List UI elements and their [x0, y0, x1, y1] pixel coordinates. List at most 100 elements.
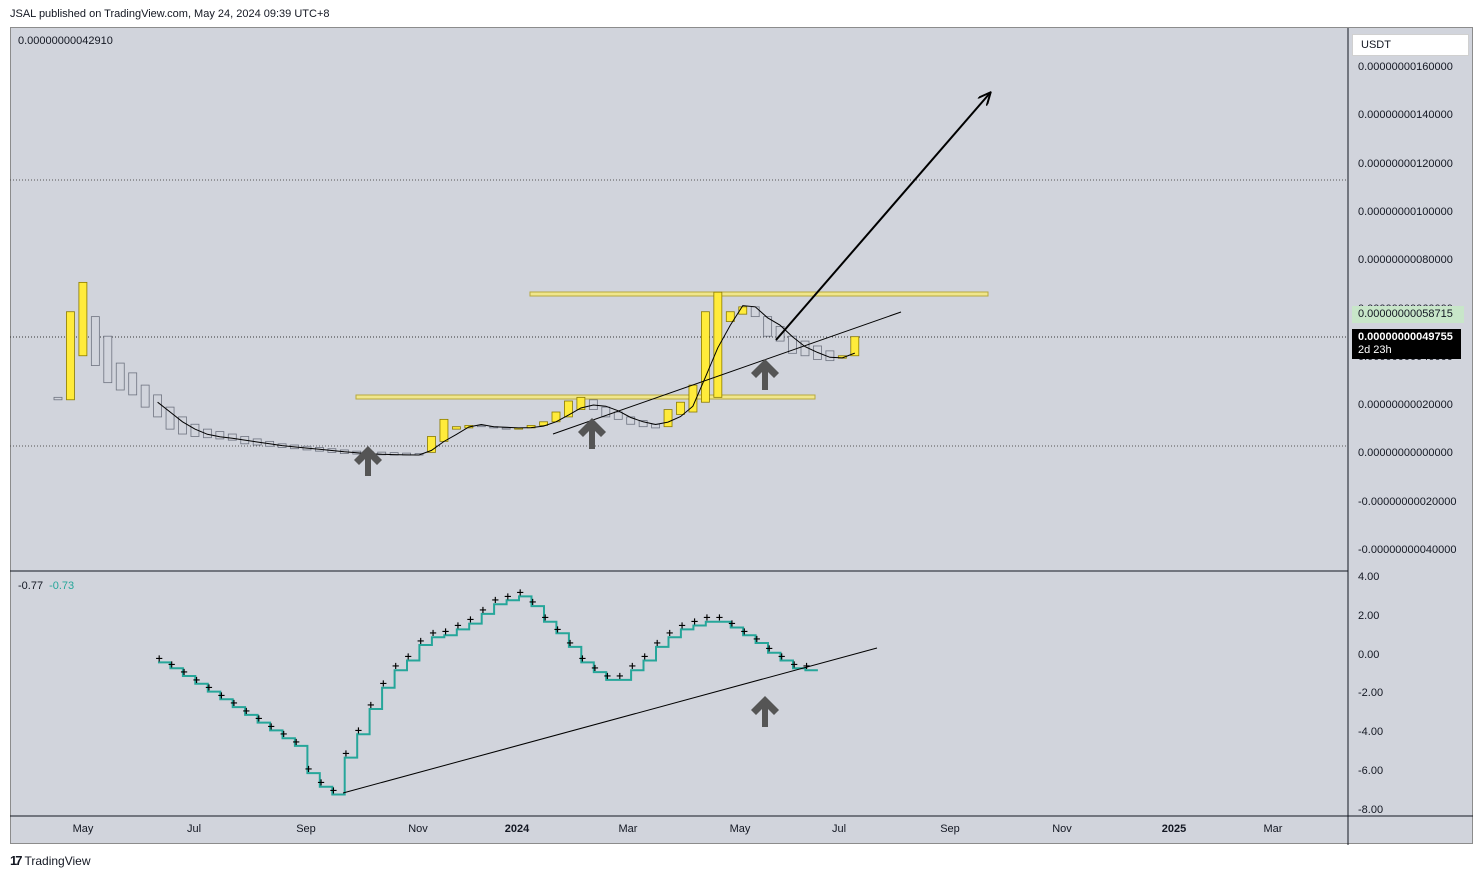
- candle: [78, 281, 88, 357]
- indicator-dot: +: [255, 714, 263, 725]
- indicator-dot: +: [192, 675, 200, 686]
- footer-brand-text: TradingView: [24, 853, 91, 868]
- chart-svg[interactable]: + + + + + + + + + + + + + + + + + + + + + + + + + + + + + + + + + + + + + + + +…: [10, 28, 1473, 845]
- candle: [501, 427, 511, 430]
- indicator-dot: +: [765, 644, 773, 655]
- indicator-dot: +: [217, 690, 225, 701]
- indicator-tick-label: -8.00: [1358, 803, 1384, 816]
- candle: [539, 421, 548, 426]
- arrow-up-icon: [354, 359, 779, 727]
- price-badge-current: 0.00000000049755 2d 23h: [1352, 329, 1461, 359]
- indicator-dot: +: [416, 636, 424, 647]
- time-tick-label: Nov: [408, 823, 428, 835]
- indicator-dot: +: [641, 651, 649, 662]
- indicator-dot: +: [267, 721, 275, 732]
- candle: [676, 401, 685, 415]
- time-tick-label: Nov: [1052, 823, 1072, 835]
- indicator-dot: +: [653, 638, 661, 649]
- indicator-dot: +: [454, 620, 462, 631]
- indicator-legend: -0.77 -0.73: [18, 580, 74, 592]
- candle: [626, 416, 636, 425]
- time-tick-label: Sep: [296, 823, 316, 835]
- indicator-dot: +: [404, 651, 412, 662]
- moving-average-line: [157, 305, 855, 456]
- indicator-dot: +: [441, 626, 449, 637]
- publish-info: JSAL published on TradingView.com, May 2…: [10, 8, 330, 20]
- price-pane-legend: 0.00000000042910: [18, 35, 113, 47]
- indicator-dot: +: [753, 634, 761, 645]
- indicator-dot: +: [504, 591, 512, 602]
- indicator-dot: +: [591, 663, 599, 674]
- candle: [601, 406, 611, 418]
- candle: [178, 416, 187, 435]
- candle: [90, 316, 100, 366]
- indicator-dot: +: [690, 617, 698, 628]
- indicator-dot: +: [180, 667, 188, 678]
- resistance-zone-lower: [355, 394, 816, 400]
- price-tick-label: 0.00000000140000: [1358, 109, 1453, 122]
- indicator-dot: +: [529, 597, 537, 608]
- tradingview-logo-icon: 17: [10, 853, 23, 868]
- price-badge-high: 0.00000000058715: [1352, 306, 1464, 323]
- indicator-dot: +: [342, 749, 350, 760]
- time-tick-label: Jul: [186, 823, 202, 835]
- price-tick-label: 0.00000000100000: [1358, 205, 1453, 218]
- candle: [53, 396, 63, 401]
- candle-countdown: 2d 23h: [1358, 344, 1392, 356]
- candle: [153, 394, 163, 418]
- indicator-dot: +: [578, 653, 586, 664]
- time-tick-label: Mar: [1263, 823, 1283, 835]
- indicator-dot: +: [790, 659, 798, 670]
- indicator-dot: +: [280, 729, 288, 740]
- current-price: 0.00000000049755: [1358, 331, 1453, 343]
- time-tick-label: 2024: [504, 823, 530, 835]
- candle: [564, 400, 573, 418]
- price-tick-label: 0.00000000080000: [1358, 254, 1453, 267]
- indicator-dot: +: [167, 659, 175, 670]
- indicator-dot: +: [715, 613, 723, 624]
- candle: [103, 335, 113, 384]
- indicator-dot: +: [553, 624, 561, 635]
- indicator-dot: +: [155, 653, 163, 664]
- candle: [576, 396, 586, 410]
- footer-brand: 17 TradingView: [10, 853, 91, 868]
- candle: [215, 431, 225, 440]
- candle: [115, 362, 125, 391]
- indicator-dot: +: [205, 683, 213, 694]
- price-tick-label: 0.00000000160000: [1358, 61, 1453, 73]
- candle: [140, 384, 150, 408]
- indicator-dot: +: [628, 661, 636, 672]
- indicator-dot: +: [665, 628, 673, 639]
- indicator-dot: +: [329, 785, 337, 796]
- indicator-trendline: [342, 647, 878, 794]
- price-tick-label: -0.00000000020000: [1358, 495, 1457, 508]
- candle: [763, 316, 773, 337]
- price-trendline: [552, 311, 902, 435]
- currency-selector[interactable]: USDT: [1352, 34, 1469, 56]
- indicator-dot: +: [541, 613, 549, 624]
- indicator-value-2: -0.73: [49, 580, 75, 592]
- price-tick-label: -0.00000000040000: [1358, 544, 1457, 556]
- indicator-tick-label: -4.00: [1358, 726, 1384, 739]
- candle: [850, 336, 860, 357]
- indicator-dot: +: [728, 618, 736, 629]
- indicator-dot: +: [479, 605, 487, 616]
- candle: [725, 311, 735, 322]
- candle: [738, 306, 748, 315]
- indicator-dot: +: [367, 700, 375, 711]
- indicator-dot: +: [466, 615, 474, 626]
- time-tick-label: May: [729, 823, 751, 835]
- indicator-dot: +: [740, 626, 748, 637]
- candle: [165, 406, 175, 430]
- price-tick-label: 0.00000000120000: [1358, 157, 1453, 170]
- indicator-dot: +: [354, 725, 362, 736]
- candle: [713, 291, 723, 398]
- time-tick-label: Jul: [831, 823, 847, 835]
- time-tick-label: 2025: [1161, 823, 1187, 835]
- price-tick-label: 0.00000000020000: [1358, 399, 1453, 412]
- indicator-dot: +: [491, 595, 499, 606]
- indicator-value-1: -0.77: [18, 580, 44, 592]
- indicator-dot: +: [778, 651, 786, 662]
- indicator-dot: +: [379, 679, 387, 690]
- indicator-tick-label: -6.00: [1358, 765, 1384, 777]
